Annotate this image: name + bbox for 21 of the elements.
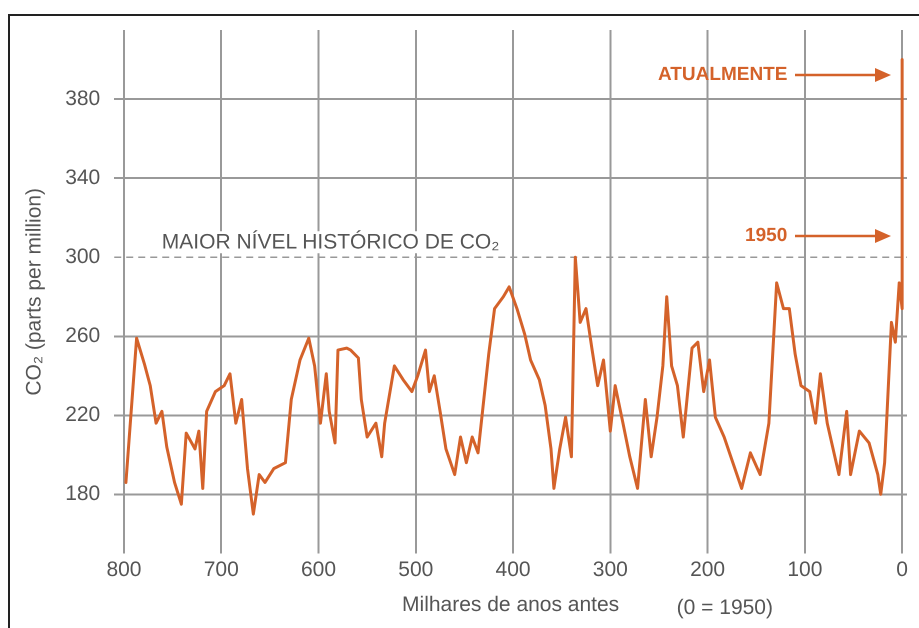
annotation: 1950 bbox=[745, 225, 788, 247]
x-axis-title: Milhares de anos antes bbox=[402, 593, 620, 616]
y-tick-label: 220 bbox=[65, 403, 100, 426]
x-tick-label: 500 bbox=[398, 558, 434, 581]
y-axis-title: CO₂ (parts per million) bbox=[22, 188, 46, 396]
y-tick-label: 380 bbox=[65, 86, 100, 110]
annotation: ATUALMENTE bbox=[658, 64, 788, 86]
x-tick-label: 100 bbox=[787, 558, 822, 581]
x-tick-label: 0 bbox=[896, 558, 908, 581]
y-tick-label: 180 bbox=[65, 482, 100, 506]
x-tick-label: 200 bbox=[690, 558, 726, 581]
ref-line-label: MAIOR NÍVEL HISTÓRICO DE CO₂ bbox=[162, 230, 500, 254]
x-tick-label: 700 bbox=[204, 558, 239, 581]
text: (0 = 1950) bbox=[676, 596, 773, 620]
y-tick-label: 260 bbox=[65, 324, 100, 348]
y-tick-label: 300 bbox=[65, 245, 100, 268]
x-tick-label: 600 bbox=[300, 558, 336, 581]
y-tick-label: 340 bbox=[65, 166, 100, 189]
x-tick-label: 300 bbox=[592, 558, 628, 581]
x-tick-label: 800 bbox=[106, 558, 142, 581]
x-tick-label: 400 bbox=[496, 558, 531, 581]
